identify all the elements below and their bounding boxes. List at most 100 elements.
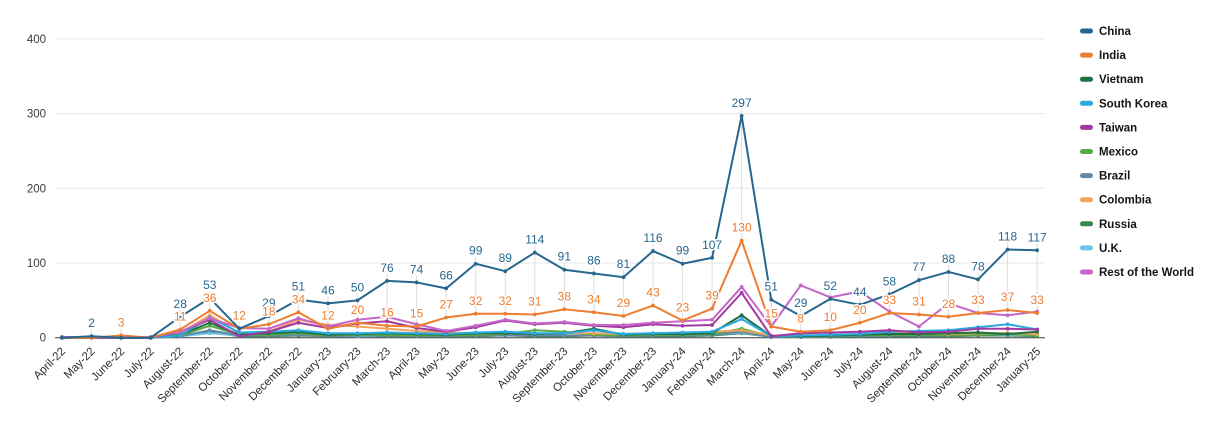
legend-label: Mexico xyxy=(1099,147,1138,159)
legend-label: Colombia xyxy=(1099,195,1152,207)
data-point xyxy=(266,329,271,334)
legend-swatch xyxy=(1080,221,1093,227)
legend-swatch xyxy=(1080,149,1093,154)
data-label: 3 xyxy=(118,315,125,329)
data-point xyxy=(798,283,803,288)
data-point xyxy=(946,314,951,319)
data-point xyxy=(739,317,744,321)
legend-item-brazil: Brazil xyxy=(1080,171,1130,183)
legend-swatch xyxy=(1080,173,1093,179)
data-label: 88 xyxy=(942,252,956,266)
data-point xyxy=(976,311,980,315)
data-label: 33 xyxy=(1030,293,1044,307)
data-label: 81 xyxy=(617,257,631,271)
data-label: 44 xyxy=(853,285,867,299)
data-point xyxy=(621,275,626,280)
data-point xyxy=(414,324,419,329)
y-axis-tick-label: 400 xyxy=(27,34,46,46)
data-label: 37 xyxy=(1001,290,1015,304)
data-label: 33 xyxy=(883,293,897,307)
data-point xyxy=(414,280,419,285)
data-label: 53 xyxy=(203,278,217,292)
data-point xyxy=(326,326,330,331)
data-label: 34 xyxy=(587,292,601,306)
x-axis-tick-label: June-22 xyxy=(89,346,127,384)
data-label: 117 xyxy=(1028,230,1047,244)
data-label: 15 xyxy=(410,306,424,320)
data-label: 29 xyxy=(617,296,631,310)
x-axis-tick-label: April-22 xyxy=(32,346,69,383)
data-point xyxy=(385,314,389,319)
data-point xyxy=(385,326,389,331)
legend-item-taiwan: Taiwan xyxy=(1080,122,1137,134)
data-point xyxy=(651,303,655,308)
legend-swatch xyxy=(1080,52,1093,58)
data-point xyxy=(828,328,833,333)
data-label: 36 xyxy=(203,291,217,305)
data-point xyxy=(355,324,360,329)
data-point xyxy=(503,329,508,334)
y-axis-tick-label: 200 xyxy=(27,183,46,195)
legend-label: Rest of the World xyxy=(1099,267,1194,279)
data-label: 12 xyxy=(233,309,247,323)
data-label: 29 xyxy=(262,296,276,310)
series-line-india xyxy=(61,239,1039,339)
data-point xyxy=(946,270,951,274)
data-label: 89 xyxy=(499,251,513,265)
data-label: 2 xyxy=(88,316,95,330)
data-point xyxy=(946,329,951,334)
data-label: 20 xyxy=(351,303,365,317)
data-point xyxy=(680,318,685,323)
data-label: 118 xyxy=(998,230,1017,244)
data-label: 91 xyxy=(558,250,572,264)
data-point xyxy=(710,323,714,327)
data-point xyxy=(178,314,183,319)
data-point xyxy=(651,320,655,325)
data-label: 107 xyxy=(702,238,722,252)
data-point xyxy=(503,317,508,322)
data-point xyxy=(385,330,389,335)
legend-label: Taiwan xyxy=(1099,122,1137,134)
data-point xyxy=(385,279,389,283)
data-point xyxy=(739,313,744,318)
data-label: 28 xyxy=(942,297,956,311)
data-point xyxy=(207,320,212,325)
data-point xyxy=(710,329,714,334)
legend-item-mexico: Mexico xyxy=(1080,147,1138,159)
legend-swatch xyxy=(1080,28,1093,34)
data-point xyxy=(917,324,921,329)
data-point xyxy=(532,321,537,326)
data-point xyxy=(739,285,744,289)
x-axis-tick-label: June-23 xyxy=(444,346,482,384)
data-label: 99 xyxy=(469,244,483,258)
data-point xyxy=(976,330,980,335)
data-point xyxy=(887,292,892,297)
data-label: 114 xyxy=(525,233,544,247)
data-point xyxy=(266,322,271,327)
data-point xyxy=(296,328,301,333)
data-label: 39 xyxy=(705,289,719,303)
data-point xyxy=(651,249,655,253)
data-label: 43 xyxy=(646,286,660,300)
data-point xyxy=(1035,248,1040,253)
data-point xyxy=(355,331,360,336)
data-point xyxy=(503,269,508,274)
data-label: 77 xyxy=(912,260,926,274)
data-point xyxy=(532,312,537,317)
data-label: 99 xyxy=(676,244,690,258)
data-point xyxy=(917,278,921,283)
data-point xyxy=(60,335,64,340)
legend-swatch xyxy=(1080,124,1093,130)
data-point xyxy=(592,331,596,336)
data-label: 29 xyxy=(794,296,808,310)
series-line-south-korea xyxy=(61,316,1039,339)
data-label: 12 xyxy=(321,309,335,323)
data-point xyxy=(887,328,892,333)
data-point xyxy=(857,289,862,294)
data-point xyxy=(296,316,301,321)
data-point xyxy=(473,311,478,316)
data-point xyxy=(562,320,567,324)
data-point xyxy=(385,319,389,324)
legend-label: South Korea xyxy=(1099,98,1168,110)
data-point xyxy=(237,330,242,335)
